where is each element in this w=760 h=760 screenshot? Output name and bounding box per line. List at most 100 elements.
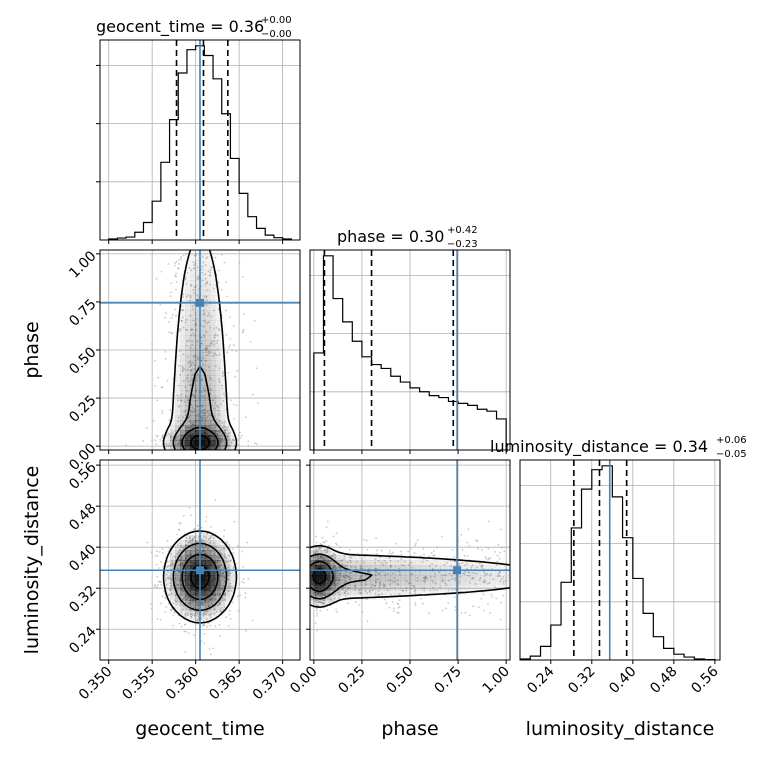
scatter-point (218, 566, 220, 569)
density-cell (210, 550, 216, 556)
density-cell (205, 275, 211, 281)
scatter-point (402, 564, 405, 567)
scatter-point (180, 611, 183, 613)
scatter-point (388, 552, 391, 555)
scatter-point (217, 559, 219, 562)
density-cell (165, 575, 171, 581)
scatter-point (204, 320, 207, 323)
scatter-point (169, 582, 172, 585)
title-phase-minus: −0.23 (447, 239, 478, 250)
density-cell (190, 365, 196, 371)
density-cell (175, 400, 181, 406)
scatter-point (201, 603, 204, 606)
scatter-point (216, 560, 219, 562)
scatter-point (186, 396, 189, 399)
scatter-point (206, 256, 209, 259)
scatter-point (481, 549, 483, 551)
density-cell (195, 420, 201, 426)
scatter-point (237, 444, 240, 446)
scatter-point (229, 559, 232, 562)
scatter-point (210, 602, 213, 605)
contour-level (172, 365, 228, 450)
scatter-point (335, 572, 337, 575)
scatter-point (382, 583, 385, 586)
density-cell (225, 560, 231, 566)
scatter-point (205, 303, 208, 306)
scatter-point (224, 577, 226, 580)
scatter-point (391, 601, 394, 603)
scatter-point (209, 392, 212, 395)
density-cell (180, 310, 186, 316)
scatter-point (316, 612, 318, 614)
scatter-point (316, 550, 319, 553)
scatter-point (314, 551, 317, 553)
density-cell (230, 445, 236, 450)
scatter-point (316, 557, 319, 560)
scatter-point (201, 411, 204, 414)
density-cell (175, 570, 181, 576)
scatter-point (396, 611, 399, 614)
scatter-point (171, 564, 174, 567)
scatter-point (406, 580, 408, 583)
scatter-point (183, 559, 185, 562)
scatter-point (165, 434, 168, 437)
scatter-point (180, 320, 183, 323)
scatter-point (322, 558, 324, 560)
density-cell (435, 580, 441, 586)
density-cell (175, 375, 181, 381)
scatter-point (192, 261, 195, 264)
scatter-point (211, 340, 213, 343)
scatter-point (206, 552, 209, 555)
scatter-point (344, 585, 347, 588)
scatter-point (188, 537, 191, 540)
scatter-point (348, 548, 351, 551)
density-cell (380, 560, 386, 566)
density-cell (165, 580, 171, 586)
scatter-point (165, 573, 168, 576)
scatter-point (382, 585, 385, 588)
scatter-point (424, 581, 426, 584)
scatter-point (430, 551, 433, 554)
scatter-point (206, 348, 208, 351)
scatter-point (371, 589, 374, 592)
density-cell (325, 570, 331, 576)
density-cell (365, 565, 371, 571)
density-cell (195, 535, 201, 541)
density-cell (330, 585, 336, 591)
density-cell (375, 555, 381, 561)
scatter-point (222, 392, 225, 395)
scatter-point (186, 612, 189, 615)
scatter-point (209, 550, 212, 553)
scatter-point (206, 282, 209, 285)
scatter-point (193, 286, 196, 289)
scatter-point (174, 577, 177, 580)
scatter-point (178, 258, 181, 261)
scatter-point (211, 603, 214, 606)
density-cell (195, 255, 201, 261)
scatter-point (228, 585, 230, 588)
density-cell (190, 355, 196, 361)
scatter-point (194, 400, 197, 403)
scatter-point (334, 553, 336, 556)
scatter-point (185, 543, 188, 546)
scatter-point (436, 589, 439, 592)
density-cell (190, 295, 196, 301)
density-cell (185, 400, 191, 406)
density-cell (215, 320, 221, 326)
scatter-point (435, 564, 438, 567)
grid-lines (520, 460, 720, 660)
scatter-point (180, 625, 183, 628)
scatter-point (216, 433, 218, 435)
scatter-point (452, 588, 454, 591)
density-cell (180, 315, 186, 321)
scatter-point (156, 554, 159, 557)
scatter-point (485, 573, 487, 576)
scatter-point (209, 274, 211, 277)
scatter-point (251, 619, 254, 622)
scatter-point (398, 599, 401, 602)
contour-level (310, 544, 510, 608)
scatter-point (388, 583, 391, 586)
density-cell (195, 395, 201, 401)
scatter-point (223, 261, 226, 264)
density-cell (195, 320, 201, 326)
